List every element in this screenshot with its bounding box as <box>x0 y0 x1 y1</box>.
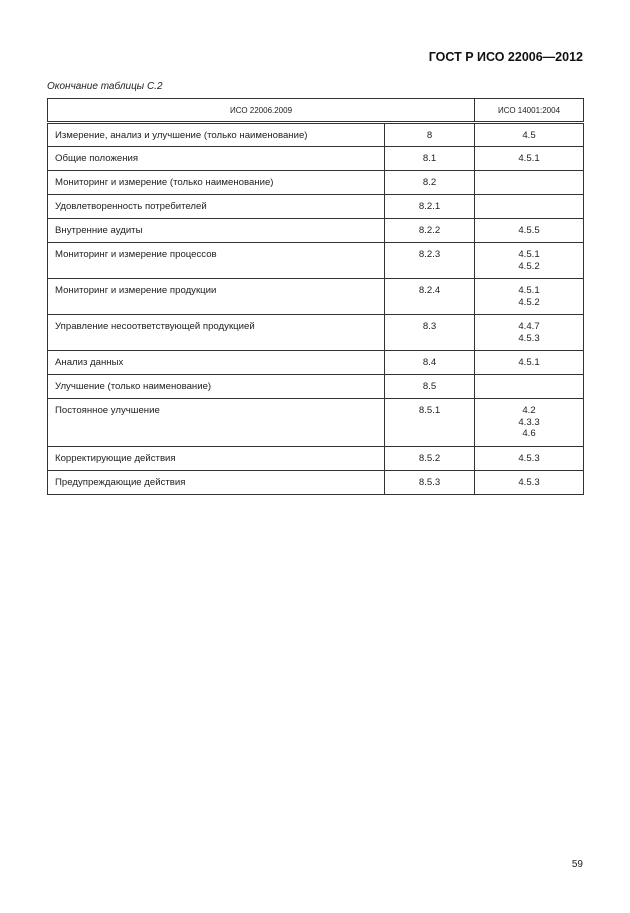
row-iso22006-clause: 8.2.4 <box>384 278 475 315</box>
table-row: Общие положения 8.1 4.5.1 <box>47 146 584 171</box>
row-iso22006-clause: 8.1 <box>384 146 475 171</box>
table-caption: Окончание таблицы С.2 <box>47 81 163 92</box>
iso14001-clause: 4.3.3 <box>518 416 540 428</box>
table-row: Корректирующие действия 8.5.2 4.5.3 <box>47 445 584 471</box>
row-iso14001-clauses <box>474 194 584 219</box>
table-row: Предупреждающие действия 8.5.3 4.5.3 <box>47 469 584 495</box>
row-name: Улучшение (только наименование) <box>47 374 385 399</box>
iso14001-clause: 4.5.5 <box>518 225 540 236</box>
document-header: ГОСТ Р ИСО 22006—2012 <box>428 50 583 64</box>
table-row: Анализ данных 8.4 4.5.1 <box>47 350 584 375</box>
row-iso22006-clause: 8.5 <box>384 374 475 399</box>
row-iso14001-clauses: 4.5.1 4.5.2 <box>474 242 584 279</box>
table-row: Мониторинг и измерение процессов 8.2.3 4.5… <box>47 242 584 279</box>
row-iso22006-clause: 8.5.1 <box>384 398 475 447</box>
row-iso14001-clauses: 4.5.1 <box>474 146 584 171</box>
row-name: Корректирующие действия <box>47 445 385 471</box>
table-header-row: ИСО 22006.2009 ИСО 14001:2004 <box>47 98 584 124</box>
row-name: Измерение, анализ и улучшение (только на… <box>47 122 385 147</box>
row-name: Анализ данных <box>47 350 385 375</box>
row-iso22006-clause: 8.2.2 <box>384 218 475 243</box>
page-number: 59 <box>571 859 583 870</box>
iso14001-clause: 4.5.3 <box>518 332 540 344</box>
row-iso22006-clause: 8.2.3 <box>384 242 475 279</box>
iso14001-clause: 4.5.3 <box>518 452 540 464</box>
row-iso14001-clauses: 4.2 4.3.3 4.6 <box>474 398 584 447</box>
row-name: Общие положения <box>47 146 385 171</box>
header-iso14001: ИСО 14001:2004 <box>474 98 584 124</box>
iso14001-clause: 4.5.2 <box>518 260 540 272</box>
row-iso14001-clauses: 4.5.3 <box>474 469 584 495</box>
row-name: Мониторинг и измерение процессов <box>47 242 385 279</box>
iso14001-clause: 4.5 <box>522 130 536 141</box>
iso14001-clause: 4.5.2 <box>518 296 540 308</box>
row-iso22006-clause: 8.2 <box>384 170 475 195</box>
row-iso14001-clauses: 4.5.1 <box>474 350 584 375</box>
table-row: Внутренние аудиты 8.2.2 4.5.5 <box>47 218 584 243</box>
iso14001-clause: 4.4.7 <box>518 321 540 332</box>
correspondence-table: ИСО 22006.2009 ИСО 14001:2004 Измерение,… <box>47 98 584 495</box>
row-iso22006-clause: 8.5.2 <box>384 445 475 471</box>
header-iso22006: ИСО 22006.2009 <box>47 98 475 124</box>
row-name: Внутренние аудиты <box>47 218 385 243</box>
row-iso14001-clauses <box>474 170 584 195</box>
table-row: Постоянное улучшение 8.5.1 4.2 4.3.3 4.6 <box>47 398 584 447</box>
table-row: Мониторинг и измерение продукции 8.2.4 4.5… <box>47 278 584 315</box>
table-row: Удовлетворенность потребителей 8.2.1 <box>47 194 584 219</box>
row-iso14001-clauses: 4.5.3 <box>474 445 584 471</box>
row-name: Предупреждающие действия <box>47 469 385 495</box>
table-row: Мониторинг и измерение (только наименова… <box>47 170 584 195</box>
iso14001-clause: 4.2 <box>522 405 536 416</box>
iso14001-clause: 4.5.1 <box>518 153 540 164</box>
table-row: Улучшение (только наименование) 8.5 <box>47 374 584 399</box>
row-iso22006-clause: 8.5.3 <box>384 469 475 495</box>
iso14001-clause: 4.5.1 <box>518 357 540 368</box>
row-iso22006-clause: 8.3 <box>384 314 475 351</box>
table-row: Измерение, анализ и улучшение (только на… <box>47 122 584 147</box>
row-name: Удовлетворенность потребителей <box>47 194 385 219</box>
row-iso22006-clause: 8 <box>384 122 475 147</box>
row-iso14001-clauses <box>474 374 584 399</box>
row-iso14001-clauses: 4.5 <box>474 122 584 147</box>
iso14001-clause: 4.5.3 <box>518 476 540 488</box>
iso14001-clause: 4.6 <box>522 428 536 439</box>
row-iso22006-clause: 8.4 <box>384 350 475 375</box>
iso14001-clause: 4.5.1 <box>518 249 540 260</box>
row-iso22006-clause: 8.2.1 <box>384 194 475 219</box>
row-iso14001-clauses: 4.5.1 4.5.2 <box>474 278 584 315</box>
row-iso14001-clauses: 4.5.5 <box>474 218 584 243</box>
iso14001-clause: 4.5.1 <box>518 285 540 296</box>
row-iso14001-clauses: 4.4.7 4.5.3 <box>474 314 584 351</box>
table-row: Управление несоответствующей продукцией 8… <box>47 314 584 351</box>
row-name: Мониторинг и измерение (только наименова… <box>47 170 385 195</box>
row-name: Управление несоответствующей продукцией <box>47 314 385 351</box>
row-name: Мониторинг и измерение продукции <box>47 278 385 315</box>
row-name: Постоянное улучшение <box>47 398 385 447</box>
